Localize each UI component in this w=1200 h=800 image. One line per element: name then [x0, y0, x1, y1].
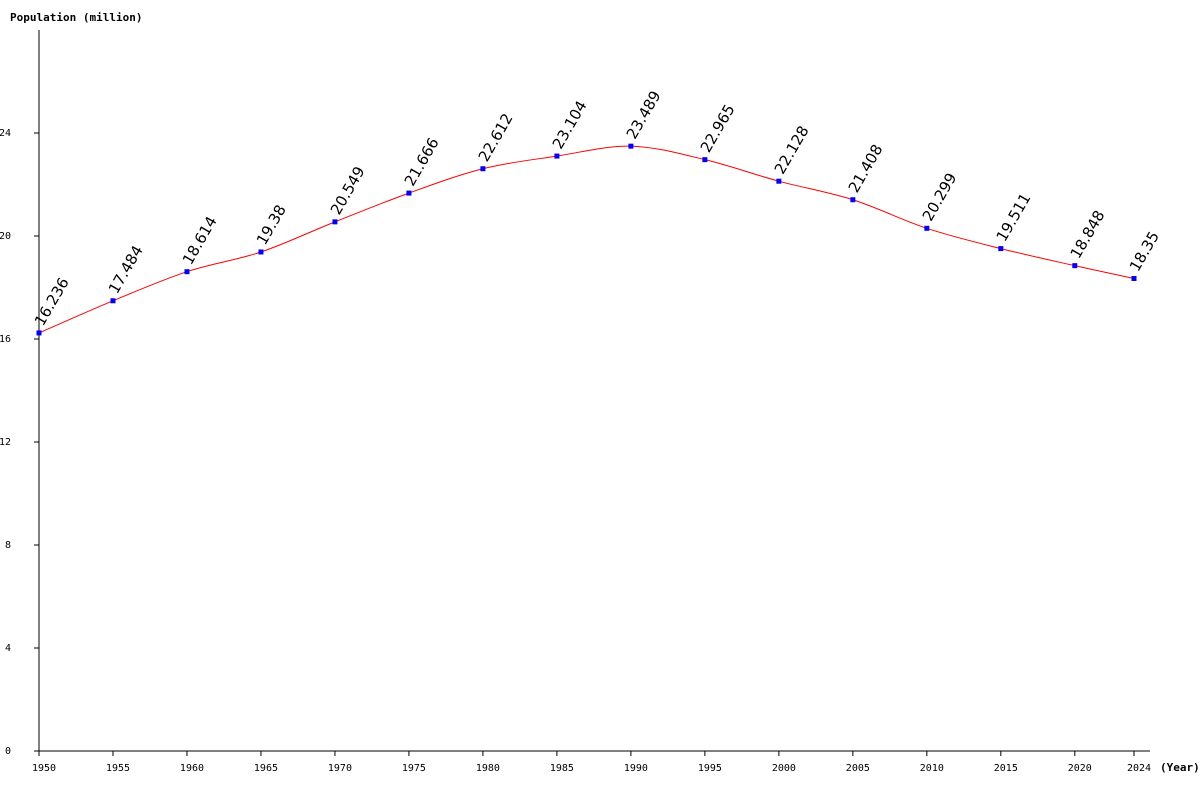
x-tick-label: 1980 [476, 763, 500, 774]
data-point [36, 330, 42, 336]
data-point [776, 178, 782, 184]
y-tick-label: 20 [0, 231, 11, 242]
x-tick-label: 1985 [550, 763, 574, 774]
data-label: 22.128 [771, 123, 813, 177]
data-point [184, 269, 190, 275]
x-tick-label: 1975 [402, 763, 426, 774]
y-axis-title: Population (million) [10, 11, 142, 24]
data-label: 19.511 [993, 190, 1035, 244]
data-label: 21.666 [401, 135, 443, 189]
data-label: 22.612 [475, 110, 517, 164]
y-ticks: 0 4 8 12 16 20 24 [0, 128, 39, 757]
data-point [480, 166, 486, 172]
x-tick-label: 2005 [846, 763, 870, 774]
x-tick-label: 2024 [1127, 763, 1151, 774]
data-point [850, 197, 856, 203]
data-point [702, 157, 708, 163]
x-tick-label: 1960 [180, 763, 204, 774]
x-tick-label: 1965 [254, 763, 278, 774]
data-label: 22.965 [697, 101, 739, 155]
y-tick-label: 24 [0, 128, 11, 139]
data-label: 23.104 [549, 98, 591, 152]
x-ticks: 1950 1955 1960 1965 1970 1975 1980 1985 1990 1995… [32, 751, 1151, 774]
y-tick-label: 4 [5, 643, 11, 654]
data-label: 17.484 [105, 242, 147, 296]
data-point [406, 190, 412, 196]
data-label: 18.35 [1126, 228, 1163, 274]
data-point [332, 219, 338, 225]
data-label: 20.299 [919, 170, 961, 224]
x-tick-label: 1955 [106, 763, 130, 774]
series-line [38, 145, 1135, 334]
data-point [554, 153, 560, 159]
x-tick-label: 1970 [328, 763, 352, 774]
x-tick-label: 2000 [772, 763, 796, 774]
data-label: 20.549 [327, 163, 369, 217]
data-point [258, 249, 264, 255]
x-tick-label: 2010 [920, 763, 944, 774]
data-point [110, 298, 116, 304]
data-label: 18.614 [179, 213, 221, 267]
data-point [1131, 275, 1137, 281]
data-label: 19.38 [253, 202, 290, 248]
data-point [998, 246, 1004, 252]
y-tick-label: 12 [0, 437, 11, 448]
data-label: 21.408 [845, 141, 887, 195]
x-tick-label: 1995 [698, 763, 722, 774]
data-point [924, 225, 930, 231]
data-markers [36, 143, 1137, 336]
x-tick-label: 2020 [1068, 763, 1092, 774]
y-tick-label: 0 [5, 746, 11, 757]
x-tick-label: 1990 [624, 763, 648, 774]
data-point [628, 143, 634, 149]
x-tick-label: 1950 [32, 763, 56, 774]
data-label: 23.489 [623, 88, 665, 142]
data-label: 18.848 [1067, 207, 1109, 261]
data-point [1072, 263, 1078, 269]
x-tick-label: 2015 [994, 763, 1018, 774]
x-axis-title: (Year) [1160, 761, 1200, 774]
y-tick-label: 8 [5, 540, 11, 551]
y-tick-label: 16 [0, 334, 11, 345]
